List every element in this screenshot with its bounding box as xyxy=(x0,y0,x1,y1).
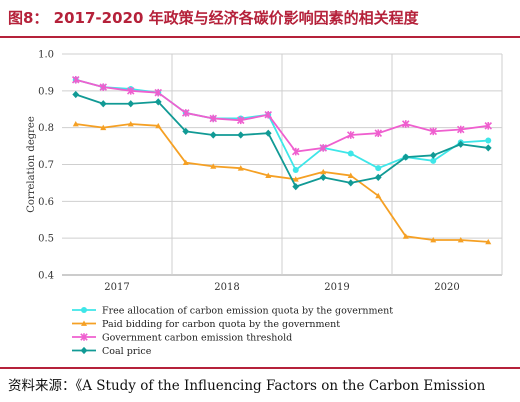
data-point xyxy=(374,129,383,137)
data-point xyxy=(71,75,80,84)
data-point xyxy=(292,176,299,182)
data-point xyxy=(209,114,218,123)
y-tick-label: 0.5 xyxy=(38,234,54,245)
x-tick-label: 2019 xyxy=(324,282,349,293)
y-axis-label: Correlation degree xyxy=(26,116,37,213)
legend-swatch-marker xyxy=(80,346,88,355)
legend-item: Free allocation of carbon emission quota… xyxy=(72,306,393,317)
data-point xyxy=(347,179,355,187)
data-point xyxy=(375,192,382,199)
series-2 xyxy=(72,120,492,245)
data-point xyxy=(209,131,217,139)
data-point xyxy=(485,238,492,245)
data-point xyxy=(402,233,409,239)
data-point xyxy=(127,100,135,108)
data-point xyxy=(99,100,107,108)
legend-swatch-marker xyxy=(81,307,87,313)
series-3 xyxy=(71,75,493,156)
data-point xyxy=(292,183,300,191)
legend-item: Coal price xyxy=(72,346,152,357)
grid xyxy=(62,53,503,276)
data-point xyxy=(292,167,299,174)
legend-item: Paid bidding for carbon quota by the gov… xyxy=(72,319,340,330)
x-tick-label: 2017 xyxy=(104,282,129,293)
data-point xyxy=(155,122,162,129)
legend-label: Coal price xyxy=(102,346,152,357)
data-point xyxy=(402,153,410,161)
data-point xyxy=(126,87,135,95)
data-point xyxy=(319,173,327,181)
source-note: 资料来源：《A Study of the Influencing Factors… xyxy=(8,378,486,394)
y-tick-label: 1.0 xyxy=(38,50,54,61)
data-point xyxy=(374,173,382,181)
data-point xyxy=(456,125,465,134)
top-rule xyxy=(0,36,520,38)
data-point xyxy=(237,165,244,171)
data-point xyxy=(264,110,273,119)
y-tick-label: 0.8 xyxy=(38,123,54,134)
legend-label: Paid bidding for carbon quota by the gov… xyxy=(102,319,340,330)
data-point xyxy=(236,116,245,125)
data-point xyxy=(429,151,437,159)
data-point xyxy=(210,163,217,169)
data-point xyxy=(457,140,465,148)
data-point xyxy=(237,131,245,139)
data-point xyxy=(375,165,382,172)
data-point xyxy=(319,144,328,152)
x-tick-label: 2018 xyxy=(214,282,239,293)
data-point xyxy=(72,90,80,99)
legend-swatch-marker xyxy=(81,320,87,326)
y-tick-label: 0.4 xyxy=(38,271,54,282)
data-point xyxy=(346,131,355,139)
x-tick-labels: 2017 2018 2019 2020 xyxy=(104,282,459,293)
data-point xyxy=(484,144,492,152)
series-4 xyxy=(72,90,492,191)
data-point xyxy=(264,129,272,137)
data-point xyxy=(181,109,190,117)
legend-swatch-marker xyxy=(80,333,88,341)
data-point xyxy=(72,120,79,127)
y-tick-label: 0.7 xyxy=(38,160,54,171)
data-point xyxy=(182,159,189,166)
data-point xyxy=(429,127,438,136)
data-point xyxy=(457,237,464,243)
y-tick-label: 0.6 xyxy=(38,197,54,208)
data-point xyxy=(265,172,272,178)
legend: Free allocation of carbon emission quota… xyxy=(72,306,393,357)
data-point xyxy=(182,127,190,135)
data-point xyxy=(154,88,163,97)
data-point xyxy=(100,124,107,131)
data-point xyxy=(484,122,493,130)
y-tick-labels: 0.4 0.5 0.6 0.7 0.8 0.9 1.0 xyxy=(38,50,54,282)
data-point xyxy=(99,83,108,91)
bottom-rule xyxy=(0,367,520,369)
series-line xyxy=(75,78,489,171)
data-point xyxy=(401,120,410,128)
data-point xyxy=(347,172,354,178)
series-line xyxy=(75,123,489,243)
legend-label: Government carbon emission threshold xyxy=(102,333,292,344)
figure-title: 图8： 2017-2020 年政策与经济各碳价影响因素的相关程度 xyxy=(8,9,419,27)
legend-item: Government carbon emission threshold xyxy=(72,333,292,344)
line-chart: 0.4 0.5 0.6 0.7 0.8 0.9 1.0 2017 2018 2019 2020 C… xyxy=(26,50,503,357)
data-point xyxy=(154,98,162,106)
data-point xyxy=(430,157,437,164)
data-point xyxy=(430,237,437,243)
data-point xyxy=(320,168,327,175)
legend-label: Free allocation of carbon emission quota… xyxy=(102,306,393,317)
data-point xyxy=(127,120,134,127)
series-line xyxy=(75,93,489,188)
y-tick-label: 0.9 xyxy=(38,86,54,97)
x-tick-label: 2020 xyxy=(434,282,459,293)
series-line xyxy=(75,78,489,153)
data-point xyxy=(347,150,354,157)
data-point xyxy=(291,147,300,156)
series-layer xyxy=(71,75,493,245)
data-point xyxy=(485,137,492,144)
